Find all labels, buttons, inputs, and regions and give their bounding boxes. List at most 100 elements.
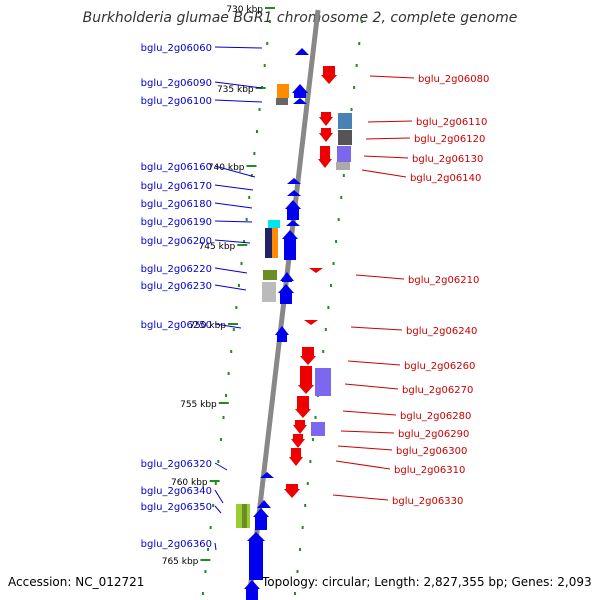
- topology-label: Topology: circular; Length: 2,827,355 bp…: [262, 575, 592, 589]
- reverse-gene-arrow: [300, 347, 316, 365]
- reverse-gene-arrow: [304, 320, 318, 325]
- scale-mark-label: 765 kbp: [162, 557, 199, 567]
- forward-gene-arrow: [275, 326, 289, 342]
- scale-mark-label: 750 kbp: [189, 321, 226, 331]
- cog-color-block: [338, 113, 352, 129]
- left-gene-label: bglu_2g06060: [141, 43, 212, 54]
- left-leader-line: [214, 462, 228, 471]
- left-gene-label: bglu_2g06200: [141, 236, 212, 247]
- left-gene-label: bglu_2g06190: [141, 217, 212, 228]
- right-leader-line: [355, 274, 405, 280]
- right-gene-label: bglu_2g06290: [398, 429, 469, 440]
- left-gene-label: bglu_2g06180: [141, 199, 212, 210]
- right-leader-line: [344, 383, 399, 390]
- right-gene-label: bglu_2g06330: [392, 496, 463, 507]
- forward-gene-arrow: [287, 178, 301, 184]
- left-leader-line: [214, 165, 256, 178]
- cog-color-block: [263, 270, 277, 280]
- reverse-gene-arrow: [319, 112, 333, 126]
- left-leader-line: [214, 239, 251, 244]
- scale-mark-label: 740 kbp: [208, 163, 245, 173]
- right-gene-label: bglu_2g06260: [404, 361, 475, 372]
- reverse-gene-arrow: [284, 484, 300, 498]
- forward-gene-arrow: [285, 200, 301, 220]
- left-leader-line: [214, 489, 224, 504]
- left-gene-label: bglu_2g06360: [141, 539, 212, 550]
- left-gene-label: bglu_2g06100: [141, 96, 212, 107]
- forward-gene-arrow: [247, 532, 265, 580]
- left-gene-label: bglu_2g06160: [141, 162, 212, 173]
- cog-color-block: [311, 422, 325, 436]
- scale-mark-label: 730 kbp: [226, 5, 263, 15]
- left-gene-label: bglu_2g06320: [141, 459, 212, 470]
- cog-color-block: [338, 130, 352, 145]
- cog-color-block: [277, 84, 289, 98]
- scale-mark-label: 760 kbp: [171, 478, 208, 488]
- right-gene-label: bglu_2g06130: [412, 154, 483, 165]
- left-leader-line: [214, 202, 253, 209]
- forward-gene-arrow: [292, 84, 308, 98]
- reverse-gene-arrow: [289, 448, 303, 466]
- left-gene-label: bglu_2g06250: [141, 320, 212, 331]
- left-leader-line: [214, 99, 263, 103]
- cog-color-block: [337, 146, 351, 162]
- left-gene-label: bglu_2g06170: [141, 181, 212, 192]
- left-gene-label: bglu_2g06340: [141, 486, 212, 497]
- reverse-gene-arrow: [321, 66, 337, 84]
- right-leader-line: [340, 430, 395, 434]
- forward-gene-arrow: [244, 580, 260, 600]
- right-gene-label: bglu_2g06300: [396, 446, 467, 457]
- right-leader-line: [335, 460, 391, 470]
- right-leader-line: [365, 137, 411, 140]
- right-leader-line: [363, 155, 409, 159]
- left-leader-line: [214, 505, 222, 514]
- right-gene-label: bglu_2g06110: [416, 117, 487, 128]
- scale-mark-label: 755 kbp: [180, 400, 217, 410]
- left-leader-line: [214, 81, 263, 89]
- scale-mark-label: 735 kbp: [217, 85, 254, 95]
- reverse-gene-arrow: [319, 128, 333, 142]
- forward-gene-arrow: [287, 190, 301, 196]
- right-leader-line: [350, 326, 403, 331]
- reverse-gene-arrow: [293, 420, 307, 434]
- accession-label: Accession: NC_012721: [8, 575, 145, 589]
- left-gene-label: bglu_2g06350: [141, 502, 212, 513]
- forward-gene-arrow: [278, 284, 294, 304]
- chromosome-backbone: [246, 9, 321, 600]
- right-gene-label: bglu_2g06120: [414, 134, 485, 145]
- genome-title: Burkholderia glumae BGR1 chromosome 2, c…: [82, 10, 518, 26]
- cog-color-block: [268, 220, 280, 228]
- left-leader-line: [214, 46, 263, 49]
- cog-color-block: [315, 368, 331, 396]
- scale-mark-label: 745 kbp: [199, 242, 236, 252]
- cog-color-block: [272, 228, 278, 258]
- left-leader-line: [214, 323, 242, 329]
- reverse-gene-arrow: [309, 268, 323, 273]
- right-gene-label: bglu_2g06140: [410, 173, 481, 184]
- cog-color-block: [242, 504, 247, 528]
- cog-color-block: [336, 162, 350, 170]
- left-leader-line: [214, 267, 248, 274]
- left-leader-line: [214, 184, 254, 191]
- left-gene-label: bglu_2g06230: [141, 281, 212, 292]
- right-gene-label: bglu_2g06310: [394, 465, 465, 476]
- right-leader-line: [369, 75, 415, 79]
- right-leader-line: [332, 494, 389, 501]
- reverse-gene-arrow: [295, 396, 311, 418]
- right-leader-line: [342, 410, 397, 416]
- forward-gene-arrow: [295, 48, 309, 55]
- left-leader-line: [214, 542, 217, 551]
- left-leader-line: [214, 220, 253, 223]
- forward-gene-arrow: [286, 220, 300, 226]
- right-leader-line: [367, 120, 413, 123]
- reverse-gene-arrow: [291, 434, 305, 448]
- right-leader-line: [361, 169, 407, 178]
- right-leader-line: [347, 360, 401, 366]
- forward-gene-arrow: [253, 508, 269, 530]
- right-gene-label: bglu_2g06270: [402, 385, 473, 396]
- forward-gene-arrow: [282, 230, 298, 260]
- forward-gene-arrow: [260, 472, 274, 478]
- cog-color-block: [276, 98, 288, 105]
- right-gene-label: bglu_2g06080: [418, 74, 489, 85]
